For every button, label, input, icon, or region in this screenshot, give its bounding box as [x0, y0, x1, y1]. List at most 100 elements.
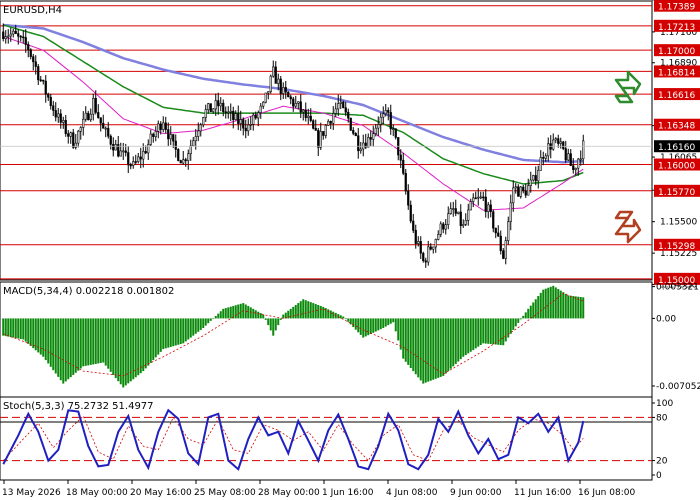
macd-bar	[354, 318, 357, 330]
macd-bar	[9, 318, 12, 338]
candle-body	[254, 114, 257, 119]
macd-bar	[204, 318, 207, 326]
candle-body	[199, 124, 202, 132]
candle-body	[339, 101, 342, 104]
macd-bar	[319, 305, 322, 319]
macd-bar	[172, 318, 175, 347]
candle-body	[274, 66, 277, 84]
candle-body	[74, 142, 77, 148]
macd-bar	[89, 318, 92, 365]
macd-bar	[262, 314, 265, 319]
macd-bar	[12, 318, 15, 338]
macd-bar	[52, 318, 55, 371]
price-tick-label: 1.15225	[660, 249, 697, 259]
candle-body	[152, 133, 155, 137]
macd-bar	[127, 318, 130, 384]
macd-bar	[102, 318, 105, 363]
macd-bar	[302, 299, 305, 319]
candle-body	[439, 223, 442, 235]
macd-bar	[29, 318, 32, 346]
macd-bar	[399, 318, 402, 350]
macd-bar	[44, 318, 47, 361]
macd-bar	[87, 318, 90, 366]
macd-bar	[24, 318, 27, 342]
macd-bar	[449, 318, 452, 369]
macd-bar	[532, 302, 535, 319]
level-label-bg	[654, 238, 700, 251]
macd-axis-ticks: 0.003321 0.00 -0.007052	[652, 283, 700, 392]
macd-bar	[74, 318, 77, 373]
time-tick-label: 4 Jun 08:00	[386, 488, 438, 498]
candle-body	[287, 91, 290, 98]
candle-body	[309, 115, 312, 121]
current-price-label: 1.16160	[658, 143, 695, 153]
candle-body	[217, 100, 220, 107]
macd-bar	[192, 318, 195, 336]
candle-body	[317, 130, 320, 148]
candle-body	[112, 144, 115, 151]
macd-bar	[509, 318, 512, 334]
candle-body	[509, 202, 512, 222]
ma-slow-line	[3, 23, 584, 164]
macd-bar	[219, 311, 222, 319]
level-label: 1.17213	[658, 23, 695, 33]
macd-bar	[39, 318, 42, 355]
candle-body	[192, 140, 195, 147]
candle-body	[542, 157, 545, 159]
candle-body	[372, 133, 375, 140]
macd-bar	[442, 318, 445, 376]
candle-body	[37, 66, 40, 81]
macd-bar	[112, 318, 115, 375]
price-tick-label: 1.16065	[660, 153, 697, 163]
candle-body	[277, 78, 280, 84]
candle-body	[184, 159, 187, 161]
candle-body	[547, 143, 550, 157]
macd-bar	[297, 303, 300, 319]
time-tick-label: 9 Jun 00:00	[450, 488, 502, 498]
level-label-bg	[654, 158, 700, 171]
candle-body	[582, 140, 585, 160]
candle-body	[467, 209, 470, 221]
macd-bar	[247, 305, 250, 319]
candle-body	[559, 141, 562, 144]
candle-body	[134, 161, 137, 163]
candle-body	[422, 252, 425, 262]
candle-body	[144, 150, 147, 154]
arrow-down-icon	[614, 210, 642, 244]
candle-body	[132, 161, 135, 166]
macd-bar	[574, 296, 577, 319]
macd-bar	[72, 318, 75, 375]
candle-body	[459, 211, 462, 227]
level-label-bg	[654, 184, 700, 197]
candle-body	[264, 92, 267, 103]
macd-bar	[459, 318, 462, 360]
candle-body	[39, 79, 42, 82]
macd-bar	[404, 318, 407, 362]
stoch-tick-label: 0	[656, 471, 662, 481]
macd-bar	[54, 318, 57, 374]
candle-body	[302, 109, 305, 113]
candle-body	[417, 241, 420, 244]
macd-bar	[317, 305, 320, 319]
macd-bar	[512, 318, 515, 330]
macd-bar	[249, 307, 252, 319]
candle-body	[409, 204, 412, 222]
level-label: 1.16000	[658, 162, 695, 172]
level-label: 1.16616	[658, 91, 695, 101]
candle-body	[424, 260, 427, 263]
candle-body	[429, 246, 432, 250]
candle-body	[232, 110, 235, 120]
macd-bar	[229, 306, 232, 319]
candle-body	[329, 121, 332, 124]
candle-body	[194, 136, 197, 142]
candle-body	[259, 105, 262, 113]
candle-body	[69, 132, 72, 137]
candle-body	[319, 131, 322, 148]
candle-body	[412, 220, 415, 231]
price-pane-frame	[0, 0, 653, 281]
time-tick-label: 1 Jun 16:00	[322, 488, 374, 498]
macd-bar	[482, 318, 485, 344]
candle-body	[392, 128, 395, 131]
macd-bar	[472, 318, 475, 351]
macd-bar	[359, 318, 362, 335]
